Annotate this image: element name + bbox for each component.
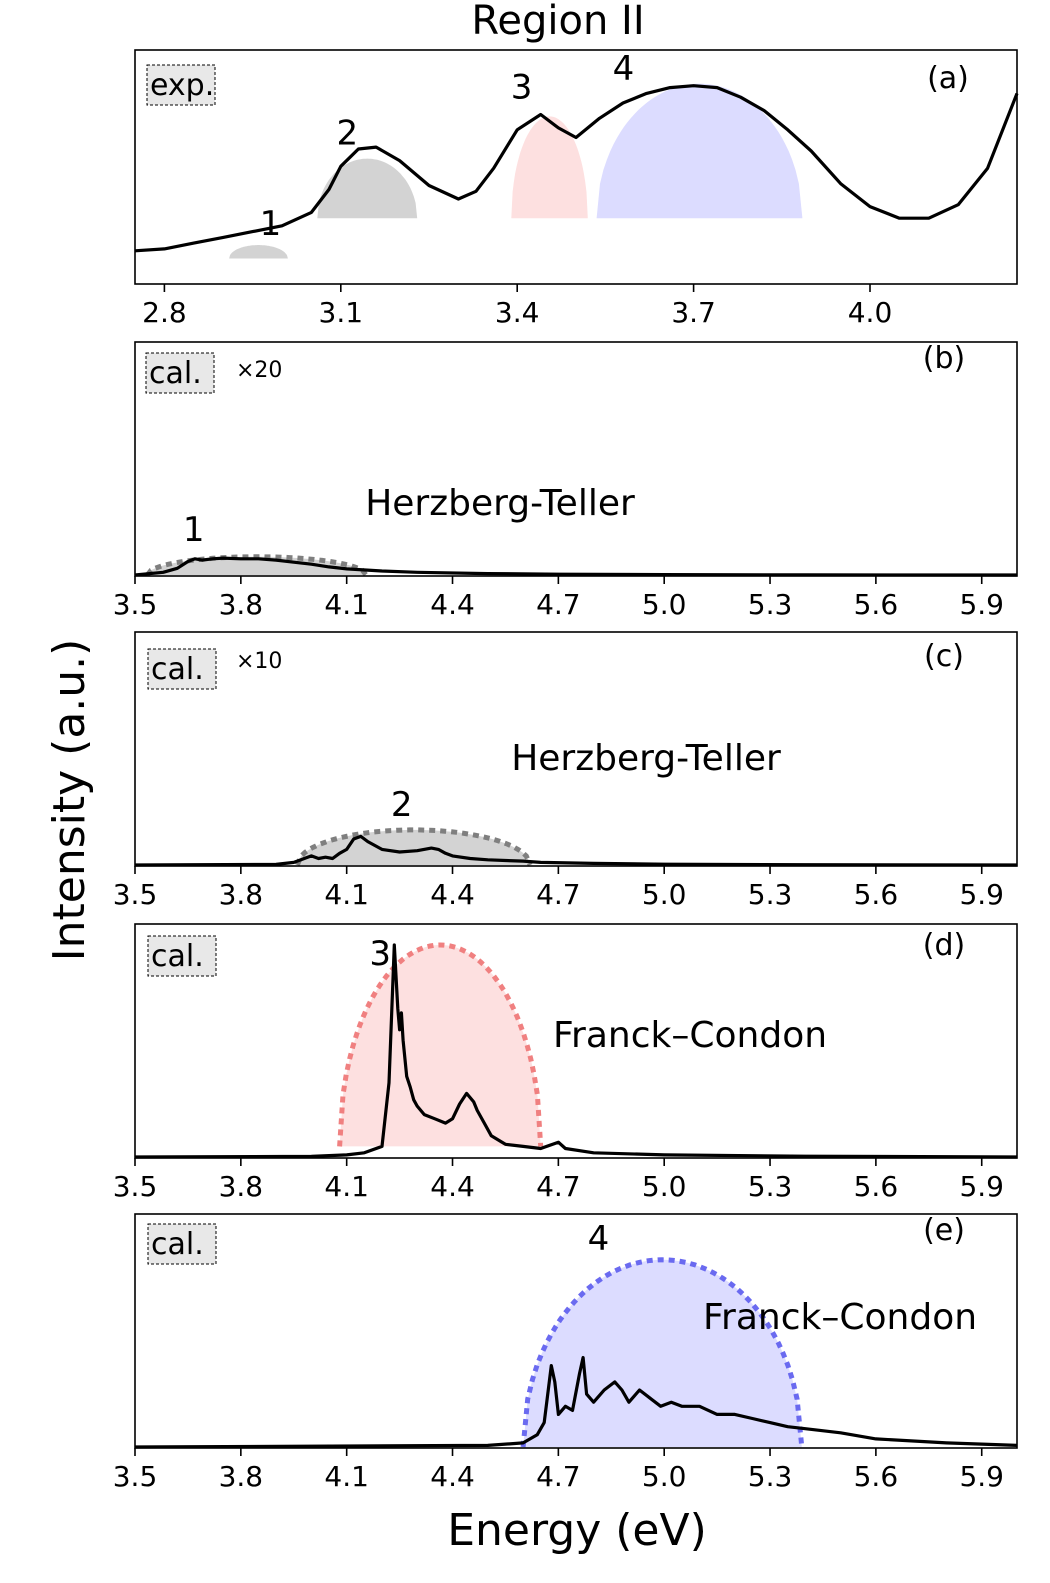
x-tick-label: 5.0 [642,1460,687,1493]
x-tick-label: 4.4 [430,878,475,911]
panel-tag-label: cal. [151,652,204,687]
panel-b: 1 3.5 3.8 4.1 4.4 4.7 5.0 5.3 5.6 5.9 cal. ×20 Herzb… [113,341,1018,621]
x-tick-label: 4.7 [536,1170,581,1203]
x-tick-label: 4.1 [324,1170,369,1203]
x-tick-label: 4.4 [430,1460,475,1493]
x-tick-label: 3.1 [319,296,364,329]
panel-tag-box [147,1223,217,1265]
x-tick-label: 5.0 [642,1170,687,1203]
x-tick-label: 4.1 [324,878,369,911]
x-tick-label: 3.8 [219,1170,264,1203]
x-tick-label: 4.4 [430,588,475,621]
panel-tag-label: exp. [150,68,214,103]
panel-letter: (d) [923,928,965,963]
x-tick-label: 5.6 [854,1170,899,1203]
method-note: Herzberg-Teller [365,483,635,524]
x-tick-label: 5.9 [959,878,1004,911]
band-label-3: 3 [369,934,391,974]
x-tick-label: 3.8 [219,588,264,621]
x-tick-label: 5.0 [642,878,687,911]
method-note: Herzberg-Teller [511,738,781,779]
scale-multiplier: ×10 [236,649,282,674]
panel-tag-box [147,648,217,690]
band-4-outline [520,1257,805,1448]
y-axis-title: Intensity (a.u.) [44,639,95,962]
spectrum-line [134,943,1018,1159]
band-2-fill [317,158,418,219]
spectrum-line [134,84,1019,253]
x-tick-label: 4.7 [536,878,581,911]
panel-tag-label: cal. [151,939,204,974]
x-tick-label: 3.5 [113,1170,158,1203]
band-3-fill [511,116,588,219]
x-tick-label: 4.1 [324,588,369,621]
x-tick-label: 4.0 [848,296,893,329]
band-label-3: 3 [511,67,533,107]
x-tick-label: 5.6 [854,878,899,911]
panel-tag-box [147,935,217,977]
x-tick-label: 5.9 [959,588,1004,621]
x-tick-label: 4.7 [536,1460,581,1493]
x-tick-label: 3.7 [671,296,716,329]
x-tick-label: 5.9 [959,1170,1004,1203]
x-tick-label: 3.5 [113,878,158,911]
band-1-outline [145,554,369,577]
panel-letter: (e) [923,1213,965,1248]
x-tick-label: 5.3 [748,1170,793,1203]
band-label-2: 2 [336,114,358,154]
panel-e: 4 3.5 3.8 4.1 4.4 4.7 5.0 5.3 5.6 5.9 cal. Franck–C… [113,1213,1018,1493]
spectrum-line [134,834,1018,867]
x-tick-label: 5.3 [748,1460,793,1493]
band-label-2: 2 [391,785,413,825]
plot-frame [134,631,1018,867]
panel-letter: (c) [924,639,964,674]
x-axis-title: Energy (eV) [447,1505,707,1556]
band-label-1: 1 [260,204,282,244]
band-4-fill [596,83,803,219]
x-tick-label: 2.8 [142,296,187,329]
panel-tag-label: cal. [151,1227,204,1262]
band-1-fill [229,245,288,259]
method-note: Franck–Condon [553,1015,827,1056]
x-tick-label: 5.3 [748,588,793,621]
band-3-outline [337,942,544,1147]
panel-tag-box [145,352,215,394]
band-2-outline [295,827,533,866]
x-tick-label: 5.6 [854,1460,899,1493]
x-tick-label: 5.6 [854,588,899,621]
method-note: Franck–Condon [703,1297,977,1338]
panel-a: 1 2 3 4 2.8 3.1 3.4 3.7 4.0 exp. (a) [134,49,1019,329]
band-label-4: 4 [613,49,635,89]
x-tick-label: 3.8 [219,878,264,911]
scale-multiplier: ×20 [236,358,282,383]
panel-d: 3 3.5 3.8 4.1 4.4 4.7 5.0 5.3 5.6 5.9 cal. Franck–C… [113,923,1018,1203]
x-tick-label: 4.1 [324,1460,369,1493]
x-tick-label: 4.7 [536,588,581,621]
plot-frame [134,49,1018,285]
x-tick-label: 3.5 [113,588,158,621]
band-3-fill [339,945,541,1147]
panel-tag-box [146,64,216,106]
x-tick-label: 5.3 [748,878,793,911]
spectrum-line [134,1355,1018,1449]
plot-frame [134,923,1018,1159]
band-label-1: 1 [183,510,205,550]
panel-letter: (a) [927,61,969,96]
x-tick-label: 5.0 [642,588,687,621]
x-tick-label: 5.9 [959,1460,1004,1493]
panel-letter: (b) [923,341,965,376]
figure-title: Region II [471,0,644,44]
x-tick-label: 3.8 [219,1460,264,1493]
panel-c: 2 3.5 3.8 4.1 4.4 4.7 5.0 5.3 5.6 5.9 cal. ×10 Herzb… [113,631,1018,911]
x-tick-label: 4.4 [430,1170,475,1203]
plot-frame [134,1213,1018,1449]
plot-frame [134,341,1018,577]
x-tick-label: 3.4 [495,296,540,329]
panel-tag-label: cal. [149,356,202,391]
band-label-4: 4 [588,1219,610,1259]
spectrum-line [134,556,1018,577]
x-tick-label: 3.5 [113,1460,158,1493]
